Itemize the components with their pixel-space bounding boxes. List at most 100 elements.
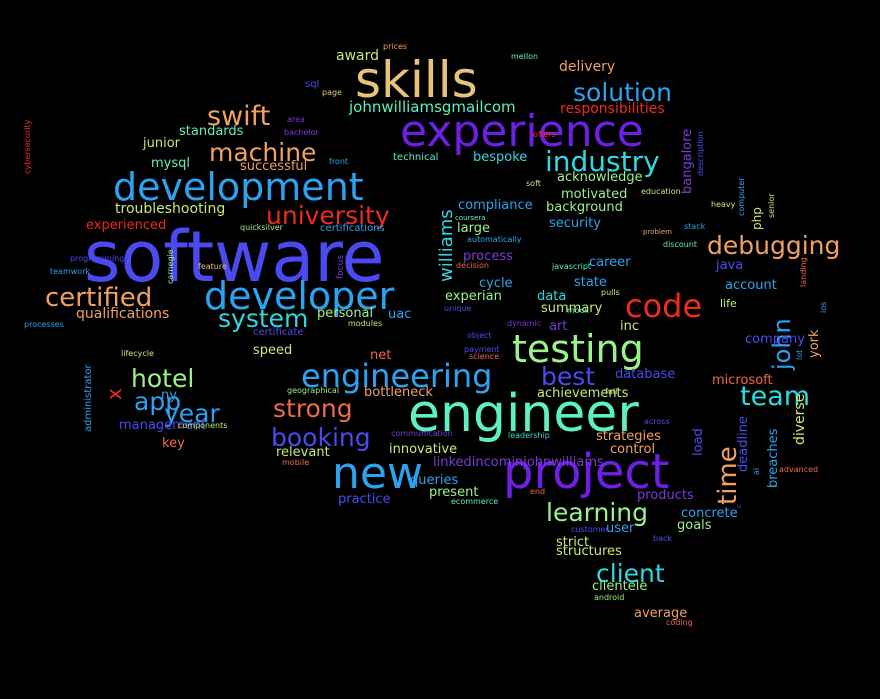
word-summary: data [537, 289, 567, 304]
word-standards: standards [179, 124, 244, 139]
word-cycle: experian [445, 289, 502, 304]
word-new: new [332, 448, 423, 499]
word-x: app [134, 387, 182, 416]
word-net: speed [253, 343, 293, 358]
word-present: queries [410, 473, 459, 488]
word-process: large [457, 221, 490, 236]
word-control: strategies [596, 429, 661, 444]
word-background: background [546, 200, 623, 215]
word-bangalore: york [807, 329, 822, 358]
word-soft: soft [526, 179, 541, 188]
word-deadline: load [691, 428, 706, 456]
word-c: offers [533, 130, 556, 139]
word-linkedincominjohnwilliams: innovative [389, 442, 458, 457]
word-engineer: engineer [408, 384, 639, 444]
word-javascript: decision [456, 261, 489, 270]
word-engineering: engineering [301, 357, 493, 395]
word-object: dynamic [507, 319, 542, 328]
word-inc: art [549, 319, 568, 334]
word-products: control [610, 442, 656, 457]
word-qualifications: qualifications [76, 306, 170, 322]
word-john: x [102, 388, 126, 400]
word-innovative: relevant [276, 445, 330, 460]
word-acknowledge: acknowledge [557, 170, 643, 185]
word-full: science [469, 352, 500, 361]
word-best: best [541, 362, 596, 391]
word-clientele: structures [556, 544, 622, 559]
word-decision: automatically [467, 235, 522, 244]
word-discount: problem [643, 228, 672, 236]
word-quicksilver: quicksilver [240, 223, 283, 232]
word-advanced: ai [752, 467, 761, 475]
word-developer: developer [204, 274, 395, 318]
word-ny: database [615, 367, 676, 382]
word-lot: programming [70, 254, 125, 263]
word-year: year [164, 399, 220, 428]
word-hotel: hotel [131, 364, 195, 393]
word-stack: heavy [711, 200, 736, 209]
word-ecommerce: end [530, 487, 546, 496]
word-app: team [740, 381, 811, 412]
word-page: page [322, 88, 342, 97]
word-goals: concrete [681, 506, 738, 521]
word-front: front [329, 157, 349, 166]
word-education: pulls [601, 288, 620, 297]
word-programming: stack [684, 222, 706, 231]
word-state: career [589, 255, 631, 270]
word-feature: senior [767, 193, 776, 218]
word-company: php [750, 207, 764, 230]
word-large: compliance [458, 198, 533, 213]
word-payment: object [467, 331, 492, 340]
word-php: company [745, 332, 805, 347]
word-experience: experience [400, 106, 644, 157]
word-technical: technical [393, 152, 439, 163]
word-landing: carnegie [166, 249, 175, 284]
word-certified: certified [45, 283, 153, 313]
word-end: across [644, 417, 670, 426]
word-customer: ecommerce [451, 497, 499, 506]
word-pulls: coding [666, 618, 693, 627]
word-mellon: mellon [511, 52, 539, 61]
word-carnegie: mobile [282, 458, 310, 467]
word-coursera: focus [336, 254, 346, 279]
word-description: lifecycle [121, 349, 154, 358]
word-mobile: advanced [779, 465, 819, 474]
word-ios: feature [198, 262, 227, 271]
word-modules: modules [348, 319, 383, 328]
word-uac: personal [317, 306, 374, 321]
word-time: client [596, 559, 665, 588]
word-system: system [218, 304, 309, 333]
word-lifecycle: lot [795, 349, 804, 360]
word-york: diverse [792, 393, 808, 445]
word-art: summary [541, 301, 603, 316]
word-teamwork: computer [737, 177, 746, 216]
word-mock: unique [444, 304, 472, 313]
word-certifications: certifications [320, 223, 385, 234]
word-code: code [625, 287, 703, 325]
word-booking: booking [271, 423, 371, 452]
word-troubleshooting: troubleshooting [115, 201, 226, 217]
word-problem: education [641, 187, 681, 196]
word-android: back [653, 534, 673, 543]
word-focus: geographical [287, 386, 340, 395]
word-ai: cybersecurity [23, 119, 32, 174]
word-personal: inc [620, 319, 639, 334]
word-achievements: bottleneck [364, 385, 433, 400]
word-back: customer [571, 525, 609, 534]
word-key: management [119, 418, 207, 433]
word-account: java [716, 258, 744, 273]
word-machine: machine [209, 138, 317, 167]
word-load: microsoft [712, 373, 773, 388]
word-practice: present [429, 485, 479, 500]
word-responsibilities: responsibilities [560, 101, 665, 117]
word-software: software [84, 216, 385, 298]
word-leadership: full [605, 387, 618, 396]
word-area: area [287, 115, 305, 124]
word-diverse: breaches [766, 428, 781, 488]
word-learning: learning [546, 498, 648, 527]
word-queries: linkedincominjohnwilliams [433, 455, 604, 470]
word-breaches: deadline [736, 416, 751, 472]
word-experienced: experienced [86, 218, 167, 233]
word-processes: description [696, 131, 705, 176]
